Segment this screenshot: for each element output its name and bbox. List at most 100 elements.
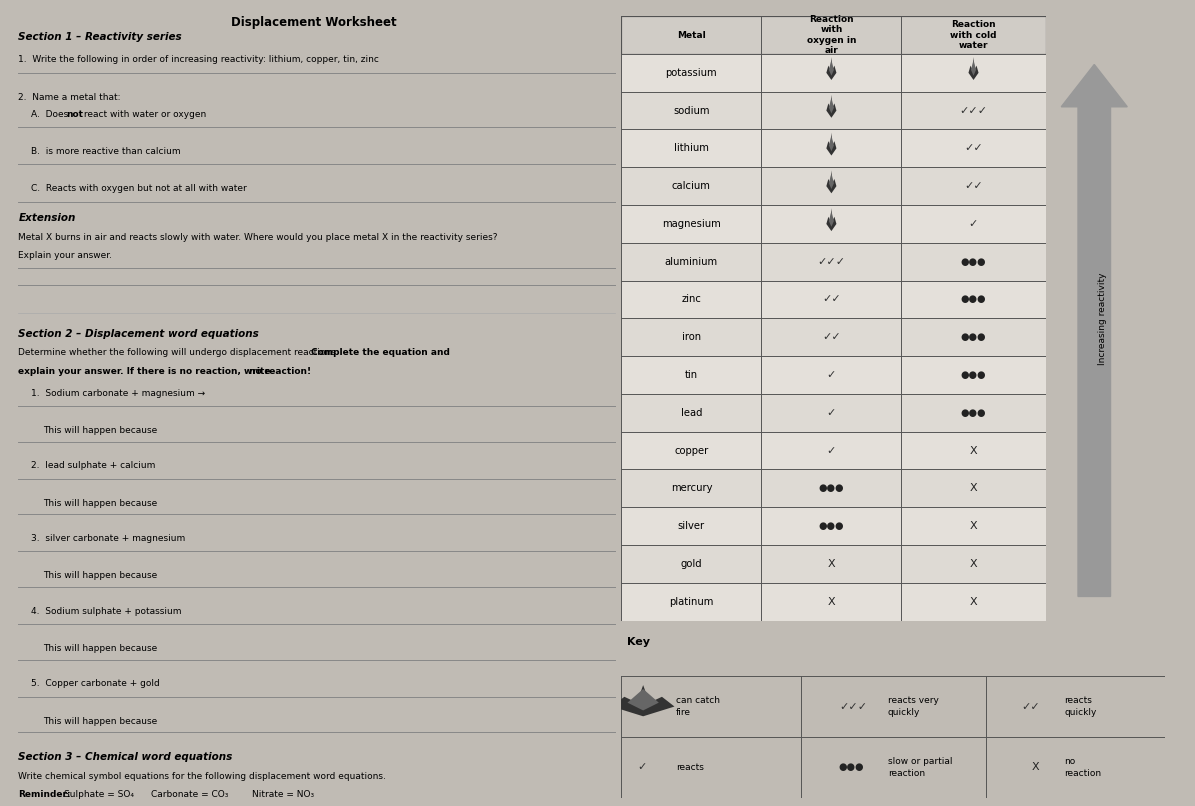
Polygon shape <box>829 98 834 114</box>
Text: ✓✓: ✓✓ <box>964 143 982 153</box>
Bar <box>621 54 1046 92</box>
Bar <box>621 168 1046 205</box>
Bar <box>621 205 1046 243</box>
Text: no
reaction: no reaction <box>1065 758 1102 778</box>
Text: can catch
fire: can catch fire <box>676 696 719 717</box>
Text: slow or partial
reaction: slow or partial reaction <box>888 758 952 778</box>
Text: Metal X burns in air and reacts slowly with water. Where would you place metal X: Metal X burns in air and reacts slowly w… <box>18 233 498 242</box>
Text: 5.  Copper carbonate + gold: 5. Copper carbonate + gold <box>31 679 159 688</box>
Bar <box>621 243 1046 280</box>
Polygon shape <box>968 57 979 80</box>
Bar <box>621 583 1046 621</box>
Text: lead: lead <box>681 408 703 418</box>
Text: Nitrate = NO₃: Nitrate = NO₃ <box>252 790 314 799</box>
Text: ✓✓✓: ✓✓✓ <box>817 256 845 267</box>
Text: Extension: Extension <box>18 214 75 223</box>
Text: Reaction
with cold
water: Reaction with cold water <box>950 20 997 50</box>
Text: react with water or oxygen: react with water or oxygen <box>81 110 207 119</box>
Text: A.  Does: A. Does <box>31 110 71 119</box>
Text: explain your answer. If there is no reaction, write: explain your answer. If there is no reac… <box>18 367 274 376</box>
Text: silver: silver <box>678 521 705 531</box>
Polygon shape <box>827 57 836 80</box>
Text: magnesium: magnesium <box>662 219 721 229</box>
Text: B.  is more reactive than calcium: B. is more reactive than calcium <box>31 147 180 156</box>
Bar <box>621 545 1046 583</box>
Text: Section 3 – Chemical word equations: Section 3 – Chemical word equations <box>18 752 233 762</box>
Text: mercury: mercury <box>670 484 712 493</box>
Text: This will happen because: This will happen because <box>43 644 158 653</box>
Text: calcium: calcium <box>672 181 711 191</box>
Text: reacts
quickly: reacts quickly <box>1065 696 1097 717</box>
Text: Metal: Metal <box>678 31 706 39</box>
Bar <box>621 92 1046 130</box>
Text: reacts: reacts <box>676 763 704 772</box>
Text: Explain your answer.: Explain your answer. <box>18 251 112 260</box>
Text: X: X <box>969 446 978 455</box>
Text: ✓✓✓: ✓✓✓ <box>839 701 868 712</box>
Bar <box>621 394 1046 432</box>
Bar <box>621 507 1046 545</box>
Text: ●●●: ●●● <box>961 332 986 343</box>
Text: This will happen because: This will happen because <box>43 499 158 508</box>
Text: X: X <box>969 596 978 607</box>
Text: X: X <box>1032 762 1040 772</box>
Text: Write chemical symbol equations for the following displacement word equations.: Write chemical symbol equations for the … <box>18 772 386 781</box>
Text: 1.  Sodium carbonate + magnesium →: 1. Sodium carbonate + magnesium → <box>31 388 204 398</box>
Text: This will happen because: This will happen because <box>43 717 158 725</box>
Text: ✓✓: ✓✓ <box>822 332 841 343</box>
Text: 2.  Name a metal that:: 2. Name a metal that: <box>18 93 121 102</box>
Text: X: X <box>969 521 978 531</box>
Text: Section 1 – Reactivity series: Section 1 – Reactivity series <box>18 31 182 42</box>
Text: Reminder:: Reminder: <box>18 790 71 799</box>
Text: iron: iron <box>682 332 701 343</box>
Text: ✓: ✓ <box>969 219 979 229</box>
Text: ●●●: ●●● <box>961 370 986 380</box>
Text: This will happen because: This will happen because <box>43 571 158 580</box>
Polygon shape <box>827 170 836 193</box>
Text: not: not <box>66 110 84 119</box>
Bar <box>621 356 1046 394</box>
Text: Section 2 – Displacement word equations: Section 2 – Displacement word equations <box>18 329 259 339</box>
Bar <box>621 318 1046 356</box>
Text: C.  Reacts with oxygen but not at all with water: C. Reacts with oxygen but not at all wit… <box>31 185 246 193</box>
Polygon shape <box>972 60 976 76</box>
Polygon shape <box>627 689 658 710</box>
Text: reacts very
quickly: reacts very quickly <box>888 696 939 717</box>
Text: Sulphate = SO₄: Sulphate = SO₄ <box>65 790 135 799</box>
Text: ✓: ✓ <box>638 762 646 772</box>
Text: 1.  Write the following in order of increasing reactivity: lithium, copper, tin,: 1. Write the following in order of incre… <box>18 56 379 64</box>
Text: ✓: ✓ <box>827 370 836 380</box>
Text: ●●●: ●●● <box>961 256 986 267</box>
Text: Determine whether the following will undergo displacement reactions.: Determine whether the following will und… <box>18 348 342 358</box>
Polygon shape <box>827 95 836 118</box>
Text: potassium: potassium <box>666 68 717 78</box>
Text: ✓✓: ✓✓ <box>1021 701 1040 712</box>
Text: platinum: platinum <box>669 596 713 607</box>
Text: copper: copper <box>674 446 709 455</box>
Text: Carbonate = CO₃: Carbonate = CO₃ <box>151 790 228 799</box>
Bar <box>621 432 1046 469</box>
Text: ●●●: ●●● <box>819 521 844 531</box>
Text: tin: tin <box>685 370 698 380</box>
Bar <box>621 130 1046 168</box>
Polygon shape <box>612 685 674 717</box>
Text: Increasing reactivity: Increasing reactivity <box>1098 272 1107 364</box>
Text: 3.  silver carbonate + magnesium: 3. silver carbonate + magnesium <box>31 534 185 543</box>
Text: ✓✓: ✓✓ <box>822 294 841 305</box>
Text: sodium: sodium <box>673 106 710 115</box>
Polygon shape <box>829 173 834 189</box>
Bar <box>621 16 1046 54</box>
Polygon shape <box>829 60 834 76</box>
Text: aluminium: aluminium <box>664 256 718 267</box>
Text: X: X <box>828 596 835 607</box>
Bar <box>621 469 1046 507</box>
Text: X: X <box>969 559 978 569</box>
Text: Displacement Worksheet: Displacement Worksheet <box>231 16 397 29</box>
Text: no reaction!: no reaction! <box>249 367 311 376</box>
Text: gold: gold <box>681 559 703 569</box>
Text: lithium: lithium <box>674 143 709 153</box>
Text: X: X <box>969 484 978 493</box>
Polygon shape <box>829 211 834 226</box>
Text: ✓✓✓: ✓✓✓ <box>960 106 987 115</box>
Text: ✓: ✓ <box>827 446 836 455</box>
